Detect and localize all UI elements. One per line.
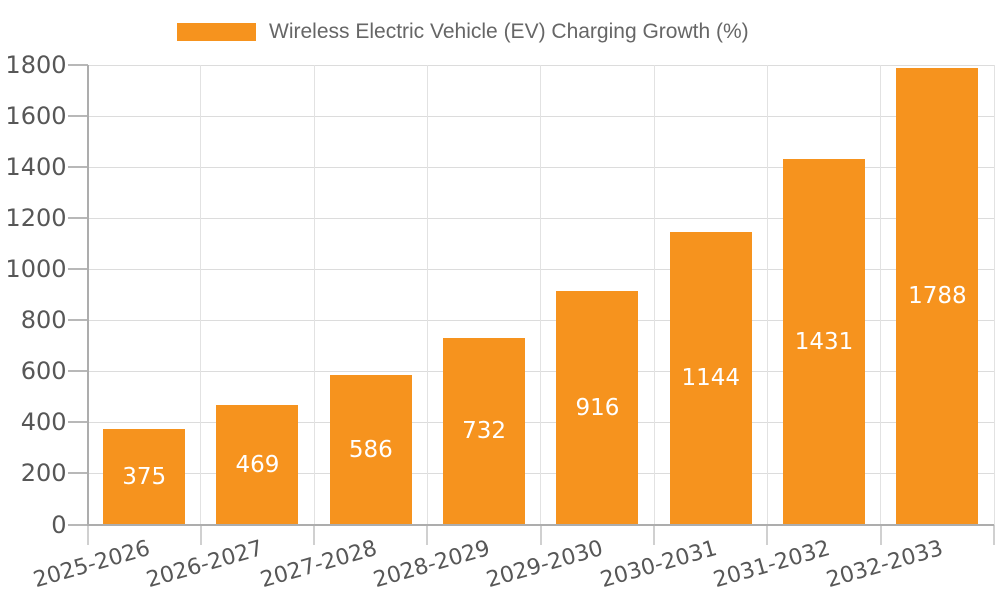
y-axis-line: [86, 65, 89, 525]
bar-value-label: 469: [235, 451, 280, 478]
bar: [216, 404, 299, 525]
gridline-vertical: [200, 65, 202, 525]
gridline-vertical: [313, 65, 315, 525]
y-axis-tick-label: 800: [20, 306, 67, 335]
bar: [669, 232, 752, 525]
gridline-vertical: [880, 65, 882, 525]
x-axis-tick: [199, 524, 202, 545]
bar: [103, 428, 186, 525]
bar: [443, 337, 526, 525]
legend: Wireless Electric Vehicle (EV) Charging …: [177, 20, 749, 44]
x-axis-tick: [653, 524, 656, 545]
legend-label: Wireless Electric Vehicle (EV) Charging …: [269, 20, 749, 43]
y-axis-tick-label: 1400: [5, 153, 67, 182]
bar-value-label: 1431: [794, 328, 854, 355]
gridline-vertical: [766, 65, 768, 525]
y-axis-tick: [67, 319, 88, 322]
bar: [329, 374, 412, 525]
y-axis-tick-label: 200: [20, 459, 67, 488]
y-axis-tick: [67, 523, 88, 526]
x-axis-tick: [539, 524, 542, 545]
x-axis-line: [86, 523, 994, 526]
x-axis-tick: [766, 524, 769, 545]
y-axis-tick-label: 1600: [5, 102, 67, 131]
y-axis-tick: [67, 217, 88, 220]
bar-value-label: 916: [575, 394, 620, 421]
x-axis-tick: [86, 524, 89, 545]
bar: [783, 159, 866, 525]
gridline-vertical: [653, 65, 655, 525]
y-axis-tick: [67, 115, 88, 118]
legend-swatch: [177, 23, 256, 41]
gridline-vertical: [426, 65, 428, 525]
y-axis-tick: [67, 472, 88, 475]
y-axis-tick: [67, 64, 88, 66]
y-axis-tick: [67, 268, 88, 271]
bar-value-label: 586: [348, 436, 393, 463]
gridline-vertical: [540, 65, 542, 525]
x-axis-tick: [313, 524, 316, 545]
bar-value-label: 1144: [681, 365, 740, 392]
y-axis-tick: [67, 370, 88, 373]
x-axis-tick: [426, 524, 429, 545]
bar: [556, 290, 639, 525]
y-axis-tick-label: 600: [20, 357, 67, 386]
y-axis-tick-label: 0: [51, 510, 67, 539]
bar-value-label: 375: [122, 463, 167, 490]
y-axis-tick-label: 400: [20, 408, 67, 437]
y-axis-tick-label: 1200: [5, 204, 67, 233]
x-axis-tick: [993, 524, 995, 545]
y-axis-tick: [67, 166, 88, 169]
x-axis-tick: [879, 524, 882, 545]
bar: [896, 68, 979, 525]
gridline-vertical: [993, 65, 995, 525]
bar-value-label: 1788: [908, 283, 967, 310]
y-axis-tick: [67, 421, 88, 424]
y-axis-tick-label: 1800: [5, 51, 67, 79]
y-axis-tick-label: 1000: [5, 255, 67, 284]
bar-value-label: 732: [462, 418, 507, 445]
